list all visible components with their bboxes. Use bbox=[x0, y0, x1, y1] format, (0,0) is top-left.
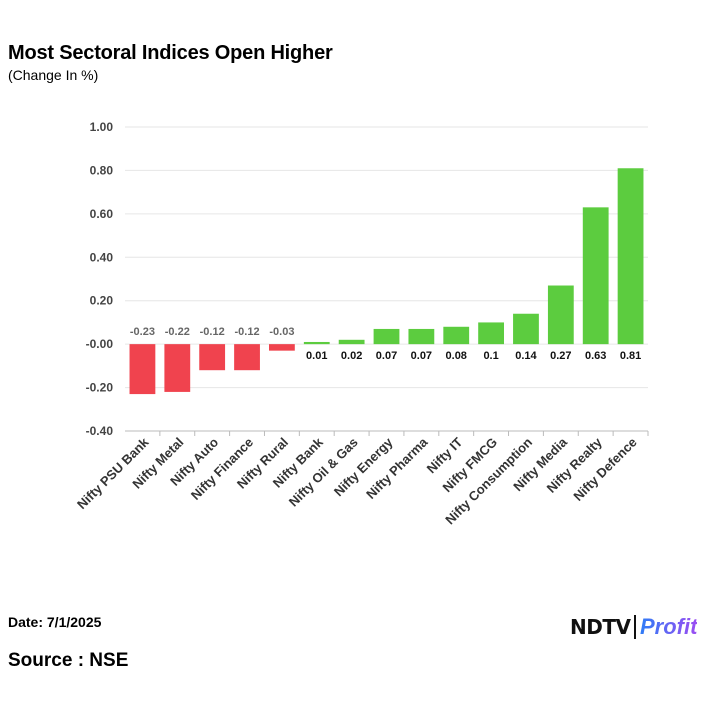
data-label: -0.12 bbox=[234, 326, 259, 338]
data-label: 0.63 bbox=[585, 350, 606, 362]
data-label: 0.27 bbox=[550, 350, 571, 362]
date-label: Date: 7/1/2025 bbox=[8, 614, 102, 630]
data-label: -0.22 bbox=[165, 326, 190, 338]
bar bbox=[338, 339, 365, 345]
bar-chart: 1.00 0.80 0.60 0.40 0.20 -0.00 -0.20 -0.40 -0.23… bbox=[74, 120, 649, 527]
data-label: 0.02 bbox=[341, 350, 362, 362]
data-label: 0.81 bbox=[620, 350, 641, 362]
chart-title: Most Sectoral Indices Open Higher bbox=[8, 42, 333, 64]
data-label: -0.23 bbox=[130, 326, 155, 338]
ndtv-profit-logo: NDTV Profit bbox=[570, 612, 697, 642]
data-label: 0.14 bbox=[515, 350, 537, 362]
data-label: 0.07 bbox=[411, 350, 432, 362]
chart-subtitle: (Change In %) bbox=[8, 67, 99, 83]
bar bbox=[164, 344, 191, 392]
logo-brand: NDTV bbox=[570, 615, 631, 639]
logo-separator bbox=[634, 615, 636, 639]
logo-product: Profit bbox=[639, 614, 698, 639]
bar bbox=[303, 341, 330, 345]
data-label: -0.03 bbox=[269, 326, 294, 338]
y-tick-label: 0.80 bbox=[90, 163, 114, 177]
bar bbox=[408, 328, 435, 345]
data-label: -0.12 bbox=[200, 326, 225, 338]
data-label: 0.07 bbox=[376, 350, 397, 362]
y-tick-label: 0.40 bbox=[90, 250, 114, 264]
bar bbox=[234, 344, 260, 371]
data-label: 0.08 bbox=[446, 350, 467, 362]
data-label: 0.1 bbox=[483, 350, 498, 362]
bar bbox=[268, 344, 295, 351]
bar bbox=[617, 168, 644, 345]
y-tick-label: 0.20 bbox=[90, 294, 114, 308]
bar bbox=[513, 313, 539, 345]
y-tick-label: -0.20 bbox=[86, 381, 114, 395]
bar bbox=[547, 285, 574, 345]
bar bbox=[443, 326, 470, 345]
bar bbox=[478, 322, 505, 345]
bar bbox=[582, 207, 609, 345]
bar bbox=[199, 344, 226, 371]
y-tick-label: 0.60 bbox=[90, 207, 114, 221]
y-tick-label: -0.40 bbox=[86, 424, 114, 438]
data-label: 0.01 bbox=[306, 350, 327, 362]
bar bbox=[129, 344, 156, 395]
source-label: Source : NSE bbox=[8, 650, 129, 671]
x-category-label: Nifty Pharma bbox=[363, 434, 431, 502]
y-tick-label: -0.00 bbox=[86, 337, 114, 351]
y-tick-label: 1.00 bbox=[90, 120, 114, 134]
bar bbox=[373, 328, 400, 345]
